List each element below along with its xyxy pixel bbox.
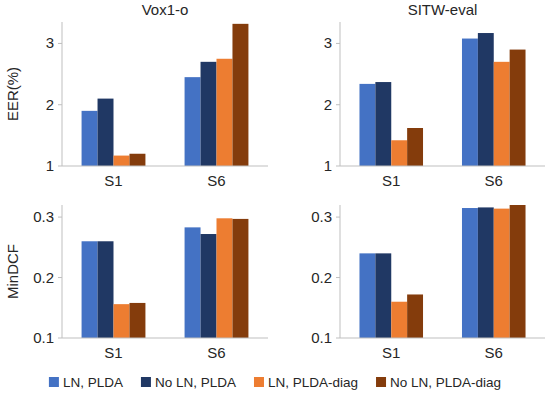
legend-item: LN, PLDA <box>49 375 123 390</box>
legend-swatch <box>254 377 264 387</box>
y-tick-label: 0.2 <box>33 269 54 286</box>
y-axis-label: EER(%) <box>4 67 21 121</box>
x-tick-label: S6 <box>485 172 503 189</box>
y-tick-label: 2 <box>324 96 332 113</box>
legend-swatch <box>49 377 59 387</box>
bar <box>98 241 114 338</box>
y-tick <box>58 217 62 218</box>
bar <box>98 99 114 166</box>
bar <box>82 111 98 166</box>
bars <box>82 218 249 338</box>
figure: 123S1S6Vox1-oEER(%)123S1S6SITW-eval0.10.… <box>0 0 550 398</box>
bar <box>478 33 494 166</box>
y-axis <box>62 205 63 338</box>
bar <box>391 140 407 166</box>
legend-swatch <box>141 377 151 387</box>
legend-label: No LN, PLDA-diag <box>390 375 501 390</box>
x-tick-label: S6 <box>485 344 503 361</box>
bar <box>478 207 494 338</box>
bar <box>232 219 248 338</box>
x-axis <box>340 338 545 339</box>
title: Vox1-o <box>142 1 189 18</box>
bar <box>217 59 233 166</box>
y-tick <box>58 104 62 105</box>
legend-item: LN, PLDA-diag <box>254 375 358 390</box>
bar <box>201 62 217 166</box>
panel: 1 2 3 S1 S6 SITW-eval <box>324 1 545 189</box>
legend-item: No LN, PLDA <box>141 375 236 390</box>
y-tick <box>336 166 340 167</box>
x-tick-label: S1 <box>104 172 122 189</box>
bar <box>129 154 145 166</box>
y-tick-label: 3 <box>46 34 54 51</box>
y-tick-label: 0.1 <box>311 329 332 346</box>
x-tick-label: S1 <box>382 172 400 189</box>
bar <box>375 82 391 166</box>
x-tick-label: S6 <box>207 344 225 361</box>
y-tick <box>336 217 340 218</box>
bar <box>185 77 201 166</box>
y-tick <box>336 338 340 339</box>
panel: 1 2 3 S1 S6 Vox1-o EER(%) <box>4 1 268 189</box>
panel: 0.1 0.2 0.3 S1 S6 <box>311 205 545 361</box>
y-tick-label: 0.2 <box>311 269 332 286</box>
y-tick <box>58 166 62 167</box>
bar <box>494 209 510 338</box>
bar <box>510 50 526 166</box>
bar <box>462 208 478 338</box>
y-tick-label: 1 <box>46 157 54 174</box>
bar <box>359 253 375 338</box>
bar <box>375 253 391 338</box>
legend-item: No LN, PLDA-diag <box>376 375 501 390</box>
bar <box>114 304 130 338</box>
legend-label: LN, PLDA <box>63 375 123 390</box>
y-tick-label: 2 <box>46 96 54 113</box>
y-tick <box>58 43 62 44</box>
x-tick-label: S6 <box>207 172 225 189</box>
legend-label: LN, PLDA-diag <box>268 375 358 390</box>
y-tick <box>58 277 62 278</box>
bars <box>82 24 249 166</box>
bar <box>217 218 233 338</box>
title: SITW-eval <box>408 1 478 18</box>
legend-label: No LN, PLDA <box>155 375 236 390</box>
y-tick-label: 3 <box>324 34 332 51</box>
bar <box>201 234 217 338</box>
y-tick <box>336 43 340 44</box>
bars <box>359 33 525 166</box>
bar <box>494 62 510 166</box>
y-tick <box>336 277 340 278</box>
bar <box>510 205 526 338</box>
x-axis <box>340 166 545 167</box>
y-tick-label: 1 <box>324 157 332 174</box>
panel: 0.1 0.2 0.3 S1 S6 MinDCF <box>4 205 268 361</box>
x-tick-label: S1 <box>104 344 122 361</box>
bar <box>407 294 423 338</box>
bar <box>82 241 98 338</box>
y-tick-label: 0.3 <box>311 208 332 225</box>
legend-swatch <box>376 377 386 387</box>
y-tick <box>336 104 340 105</box>
bar <box>185 227 201 338</box>
y-axis <box>340 205 341 338</box>
legend: LN, PLDA No LN, PLDA LN, PLDA-diag No LN, P… <box>49 375 501 390</box>
y-tick <box>58 338 62 339</box>
x-axis <box>62 338 268 339</box>
bar <box>114 156 130 166</box>
bar <box>391 302 407 338</box>
y-tick-label: 0.1 <box>33 329 54 346</box>
bar <box>359 84 375 166</box>
bar <box>407 128 423 166</box>
bar <box>129 303 145 338</box>
x-axis <box>62 166 268 167</box>
y-tick-label: 0.3 <box>33 208 54 225</box>
bars <box>359 205 525 338</box>
bar <box>462 39 478 166</box>
y-axis-label: MinDCF <box>4 244 21 299</box>
bar <box>232 24 248 166</box>
x-tick-label: S1 <box>382 344 400 361</box>
